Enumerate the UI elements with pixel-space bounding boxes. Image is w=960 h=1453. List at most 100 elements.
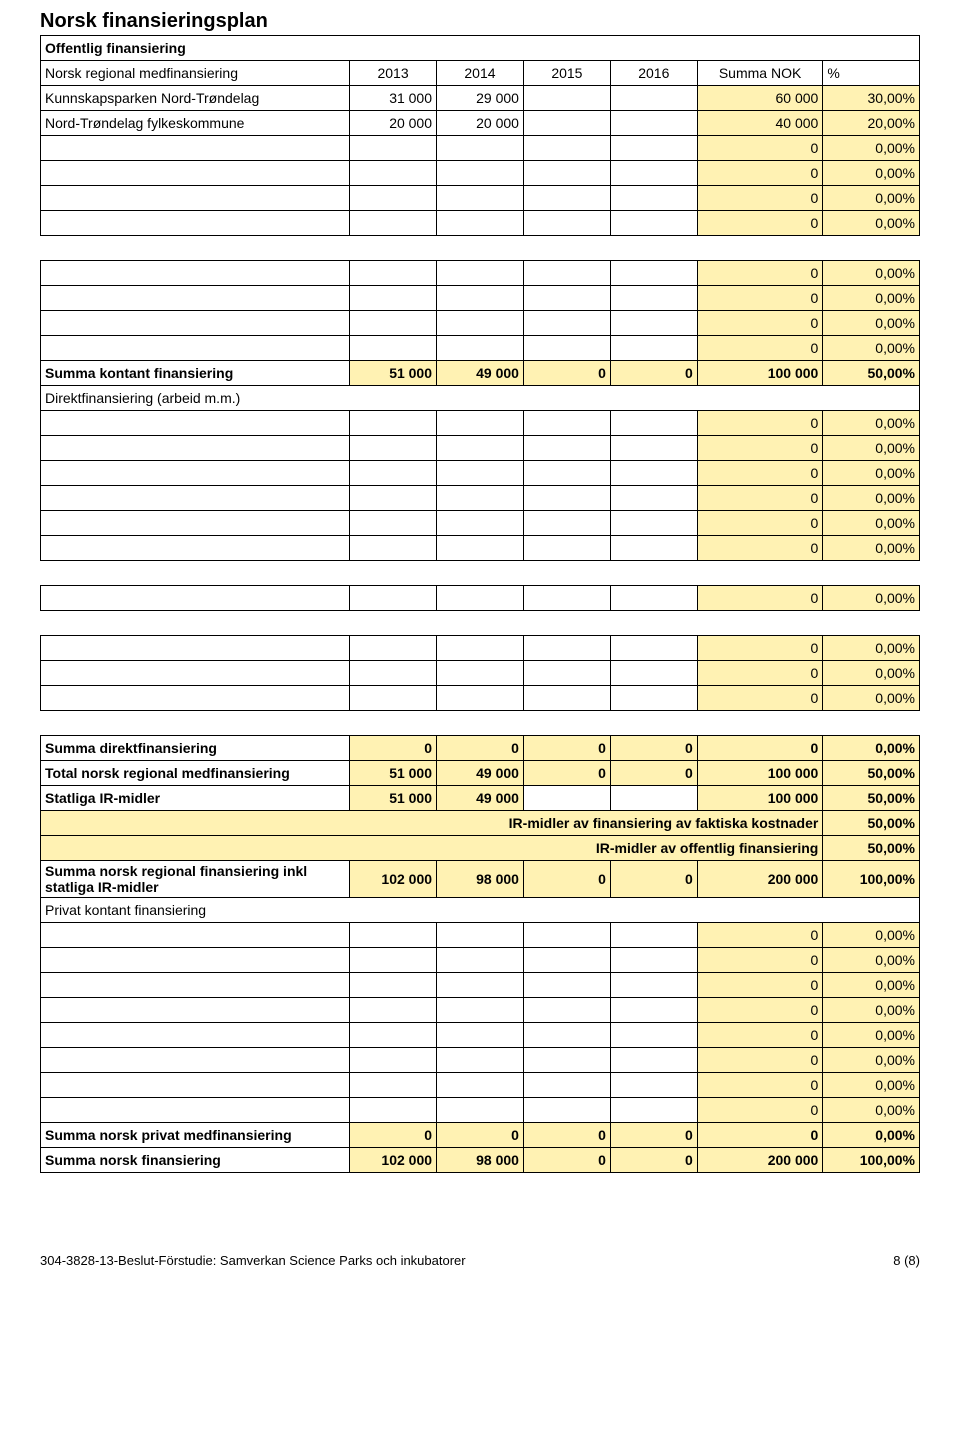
cell: IR-midler av finansiering av faktiska ko… bbox=[41, 811, 823, 836]
cell bbox=[523, 486, 610, 511]
cell bbox=[523, 1073, 610, 1098]
cell: 0 bbox=[697, 336, 823, 361]
cell: 0 bbox=[697, 636, 823, 661]
cell bbox=[41, 586, 350, 611]
cell: 20,00% bbox=[823, 111, 920, 136]
cell bbox=[437, 261, 524, 286]
cell: 0 bbox=[697, 1123, 823, 1148]
table-row: 00,00% bbox=[41, 211, 920, 236]
cell bbox=[41, 536, 350, 561]
cell bbox=[523, 111, 610, 136]
cell: 40 000 bbox=[697, 111, 823, 136]
cell: 50,00% bbox=[823, 786, 920, 811]
cell bbox=[610, 111, 697, 136]
cell: 0,00% bbox=[823, 311, 920, 336]
cell: 100 000 bbox=[697, 786, 823, 811]
cell bbox=[437, 211, 524, 236]
cell: 0 bbox=[697, 1098, 823, 1123]
cell: 0,00% bbox=[823, 336, 920, 361]
cell bbox=[437, 336, 524, 361]
table-row: 00,00% bbox=[41, 436, 920, 461]
cell: 0,00% bbox=[823, 511, 920, 536]
cell bbox=[523, 311, 610, 336]
cell: 0,00% bbox=[823, 586, 920, 611]
cell: 0,00% bbox=[823, 661, 920, 686]
cell bbox=[523, 636, 610, 661]
cell bbox=[610, 536, 697, 561]
table-row: Norsk regional medfinansiering2013201420… bbox=[41, 61, 920, 86]
cell: 0,00% bbox=[823, 948, 920, 973]
cell bbox=[350, 311, 437, 336]
cell bbox=[41, 1073, 350, 1098]
cell bbox=[610, 486, 697, 511]
table-row: Statliga IR-midler51 00049 000100 00050,… bbox=[41, 786, 920, 811]
cell bbox=[350, 973, 437, 998]
cell: 102 000 bbox=[350, 861, 437, 898]
cell: 0,00% bbox=[823, 636, 920, 661]
cell bbox=[41, 686, 350, 711]
cell bbox=[350, 461, 437, 486]
cell bbox=[350, 1048, 437, 1073]
cell: 0 bbox=[697, 1073, 823, 1098]
cell bbox=[41, 261, 350, 286]
cell bbox=[437, 436, 524, 461]
cell: 0 bbox=[610, 861, 697, 898]
cell bbox=[350, 486, 437, 511]
cell bbox=[610, 1098, 697, 1123]
cell bbox=[41, 486, 350, 511]
cell: 0 bbox=[697, 1023, 823, 1048]
cell: 0 bbox=[697, 461, 823, 486]
cell bbox=[437, 948, 524, 973]
cell: 0,00% bbox=[823, 186, 920, 211]
cell bbox=[523, 336, 610, 361]
cell: 0,00% bbox=[823, 1073, 920, 1098]
cell bbox=[610, 586, 697, 611]
cell: 0,00% bbox=[823, 536, 920, 561]
cell bbox=[41, 136, 350, 161]
cell: 98 000 bbox=[437, 1148, 524, 1173]
cell bbox=[41, 161, 350, 186]
cell: 100,00% bbox=[823, 1148, 920, 1173]
cell: Summa kontant finansiering bbox=[41, 361, 350, 386]
cell bbox=[523, 411, 610, 436]
cell: 0 bbox=[523, 736, 610, 761]
cell: 0,00% bbox=[823, 436, 920, 461]
cell bbox=[437, 686, 524, 711]
cell: 51 000 bbox=[350, 361, 437, 386]
table-row: 00,00% bbox=[41, 411, 920, 436]
cell: 0 bbox=[437, 1123, 524, 1148]
cell bbox=[41, 561, 920, 586]
cell bbox=[610, 86, 697, 111]
cell bbox=[523, 161, 610, 186]
cell bbox=[437, 661, 524, 686]
table-row: 00,00% bbox=[41, 973, 920, 998]
cell bbox=[41, 311, 350, 336]
cell bbox=[437, 1048, 524, 1073]
cell: Summa norsk privat medfinansiering bbox=[41, 1123, 350, 1148]
cell: 0,00% bbox=[823, 136, 920, 161]
cell bbox=[437, 923, 524, 948]
footer-right: 8 (8) bbox=[893, 1253, 920, 1268]
cell bbox=[610, 211, 697, 236]
cell bbox=[41, 636, 350, 661]
cell bbox=[523, 186, 610, 211]
cell bbox=[437, 1023, 524, 1048]
cell: Norsk regional medfinansiering bbox=[41, 61, 350, 86]
table-row: Summa direktfinansiering000000,00% bbox=[41, 736, 920, 761]
cell: 0,00% bbox=[823, 161, 920, 186]
cell: 0 bbox=[610, 1123, 697, 1148]
table-row: Summa norsk privat medfinansiering000000… bbox=[41, 1123, 920, 1148]
cell bbox=[41, 998, 350, 1023]
cell: 0,00% bbox=[823, 973, 920, 998]
cell bbox=[610, 661, 697, 686]
cell bbox=[41, 461, 350, 486]
cell bbox=[350, 336, 437, 361]
cell: 0 bbox=[610, 761, 697, 786]
cell bbox=[523, 86, 610, 111]
cell bbox=[610, 948, 697, 973]
finance-table: Offentlig finansieringNorsk regional med… bbox=[40, 35, 920, 1173]
cell: % bbox=[823, 61, 920, 86]
cell bbox=[437, 1098, 524, 1123]
cell: 0,00% bbox=[823, 261, 920, 286]
table-row: Direktfinansiering (arbeid m.m.) bbox=[41, 386, 920, 411]
